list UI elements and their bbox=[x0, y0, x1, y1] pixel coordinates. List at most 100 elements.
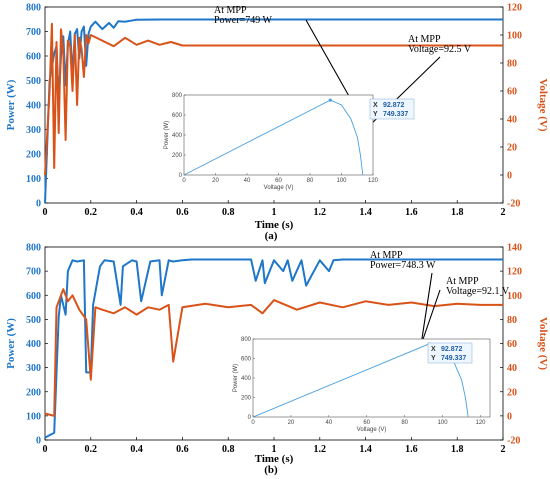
voltage-series-line bbox=[44, 22, 503, 176]
y-left-tick-label: 200 bbox=[26, 387, 41, 398]
datatip-y-label: Y bbox=[373, 111, 378, 118]
inset-x-tick-label: 80 bbox=[307, 178, 314, 184]
inset-x-tick-label: 100 bbox=[336, 178, 347, 184]
y-left-tick-label: 500 bbox=[26, 76, 41, 87]
datatip-y-value: 749.337 bbox=[383, 111, 408, 118]
x-tick-label: 0.2 bbox=[85, 207, 98, 218]
y-right-tick-label: 0 bbox=[507, 411, 512, 422]
mpp-annotation-line: Power=749 W bbox=[214, 15, 273, 26]
mpp-annotation-line: At MPP bbox=[370, 250, 403, 261]
inset-y-tick-label: 400 bbox=[241, 376, 252, 382]
x-tick-label: 2 bbox=[501, 207, 506, 218]
inset-x-tick-label: 40 bbox=[244, 178, 251, 184]
x-axis-label: Time (s) bbox=[255, 219, 294, 231]
inset-y-tick-label: 800 bbox=[241, 337, 252, 343]
y-left-tick-label: 0 bbox=[36, 436, 41, 447]
x-tick-label: 0.2 bbox=[85, 444, 98, 455]
x-tick-label: 0 bbox=[43, 444, 48, 455]
y-right-tick-label: 80 bbox=[507, 315, 517, 326]
inset-y-tick-label: 200 bbox=[241, 396, 252, 402]
y-right-axis-label: Voltage (V) bbox=[537, 78, 549, 131]
inset-x-tick-label: 60 bbox=[363, 420, 370, 426]
y-left-tick-label: 600 bbox=[26, 291, 41, 302]
inset-frame bbox=[183, 94, 374, 176]
inset-x-tick-label: 0 bbox=[251, 420, 255, 426]
inset-y-tick-label: 600 bbox=[172, 113, 183, 119]
y-left-tick-label: 200 bbox=[26, 150, 41, 161]
x-tick-label: 1.4 bbox=[359, 207, 372, 218]
y-left-tick-label: 700 bbox=[26, 267, 41, 278]
inset-y-tick-label: 200 bbox=[172, 153, 183, 159]
inset-y-axis-label: Power (W) bbox=[233, 364, 239, 392]
inset-y-axis-label: Power (W) bbox=[164, 121, 170, 149]
y-right-tick-label: 100 bbox=[507, 31, 522, 42]
inset-x-tick-label: 60 bbox=[275, 178, 282, 184]
inset-x-tick-label: 100 bbox=[438, 420, 449, 426]
inset-x-tick-label: 20 bbox=[288, 420, 295, 426]
mpp-annotation-line: At MPP bbox=[408, 34, 441, 45]
x-tick-label: 1.8 bbox=[451, 444, 464, 455]
y-right-tick-label: 80 bbox=[507, 59, 517, 70]
y-right-tick-label: -20 bbox=[507, 199, 520, 210]
y-left-tick-label: 300 bbox=[26, 125, 41, 136]
y-left-tick-label: 600 bbox=[26, 52, 41, 63]
x-tick-label: 1.6 bbox=[405, 207, 418, 218]
chart-panel-a: 0 0.2 0.4 0.6 0.8 1 1.2 1.4 1.6 1.8 20100200300400… bbox=[5, 3, 549, 243]
panel-caption: (b) bbox=[264, 464, 278, 476]
inset-x-tick-label: 80 bbox=[401, 420, 408, 426]
voltage-series-line bbox=[44, 288, 503, 417]
datatip-x-value: 92.872 bbox=[441, 346, 463, 353]
y-right-tick-label: 120 bbox=[507, 267, 522, 278]
x-tick-label: 2 bbox=[501, 444, 506, 455]
x-tick-label: 1.8 bbox=[451, 207, 464, 218]
y-right-tick-label: 60 bbox=[507, 339, 517, 350]
mpp-annotation-line: Voltage=92.5 V bbox=[408, 44, 472, 55]
mpp-annotation-line: Voltage=92.1 V bbox=[446, 286, 510, 297]
x-tick-label: 0 bbox=[43, 207, 48, 218]
y-left-tick-label: 100 bbox=[26, 174, 41, 185]
mpp-annotation-line: Power=748.3 W bbox=[370, 260, 436, 271]
y-right-tick-label: 20 bbox=[507, 143, 517, 154]
y-right-tick-label: 120 bbox=[507, 3, 522, 14]
inset-y-tick-label: 600 bbox=[241, 357, 252, 363]
datatip-x-label: X bbox=[431, 346, 436, 353]
inset-y-tick-label: 400 bbox=[172, 133, 183, 139]
x-tick-label: 1.6 bbox=[405, 444, 418, 455]
inset-x-axis-label: Voltage (V) bbox=[264, 185, 294, 191]
y-right-tick-label: 40 bbox=[507, 115, 517, 126]
datatip-x-value: 92.872 bbox=[383, 102, 405, 109]
y-left-tick-label: 400 bbox=[26, 101, 41, 112]
x-tick-label: 0.6 bbox=[176, 207, 189, 218]
x-tick-label: 1 bbox=[272, 444, 277, 455]
y-left-axis-label: Power (W) bbox=[5, 318, 17, 369]
y-left-tick-label: 800 bbox=[26, 243, 41, 254]
y-right-tick-label: 0 bbox=[507, 171, 512, 182]
x-tick-label: 1.2 bbox=[314, 444, 327, 455]
annotation-arrow bbox=[418, 272, 433, 347]
mpp-annotation-line: At MPP bbox=[446, 276, 479, 287]
x-tick-label: 0.4 bbox=[130, 444, 143, 455]
y-left-tick-label: 400 bbox=[26, 339, 41, 350]
x-tick-label: 0.4 bbox=[130, 207, 143, 218]
y-left-tick-label: 100 bbox=[26, 411, 41, 422]
x-tick-label: 1.2 bbox=[314, 207, 327, 218]
inset-chart: 0 20 40 60 80 100 120 0 200 400 600 800 Voltage (V) P… bbox=[164, 93, 415, 191]
inset-mpp-point bbox=[328, 98, 332, 102]
inset-y-tick-label: 0 bbox=[248, 415, 252, 421]
power-series-line bbox=[44, 258, 503, 439]
inset-x-axis-label: Voltage (V) bbox=[357, 427, 387, 433]
inset-x-tick-label: 120 bbox=[368, 178, 379, 184]
x-axis-label: Time (s) bbox=[255, 453, 294, 465]
y-left-tick-label: 300 bbox=[26, 363, 41, 374]
y-left-tick-label: 800 bbox=[26, 3, 41, 14]
x-tick-label: 0.8 bbox=[222, 207, 235, 218]
inset-x-tick-label: 120 bbox=[476, 420, 487, 426]
panel-caption: (a) bbox=[265, 230, 278, 242]
datatip-y-label: Y bbox=[431, 355, 436, 362]
datatip-x-label: X bbox=[373, 102, 378, 109]
datatip-box bbox=[369, 98, 415, 120]
datatip-box bbox=[427, 342, 473, 364]
mpp-annotation-line: At MPP bbox=[214, 5, 247, 16]
inset-y-tick-label: 800 bbox=[172, 93, 183, 99]
